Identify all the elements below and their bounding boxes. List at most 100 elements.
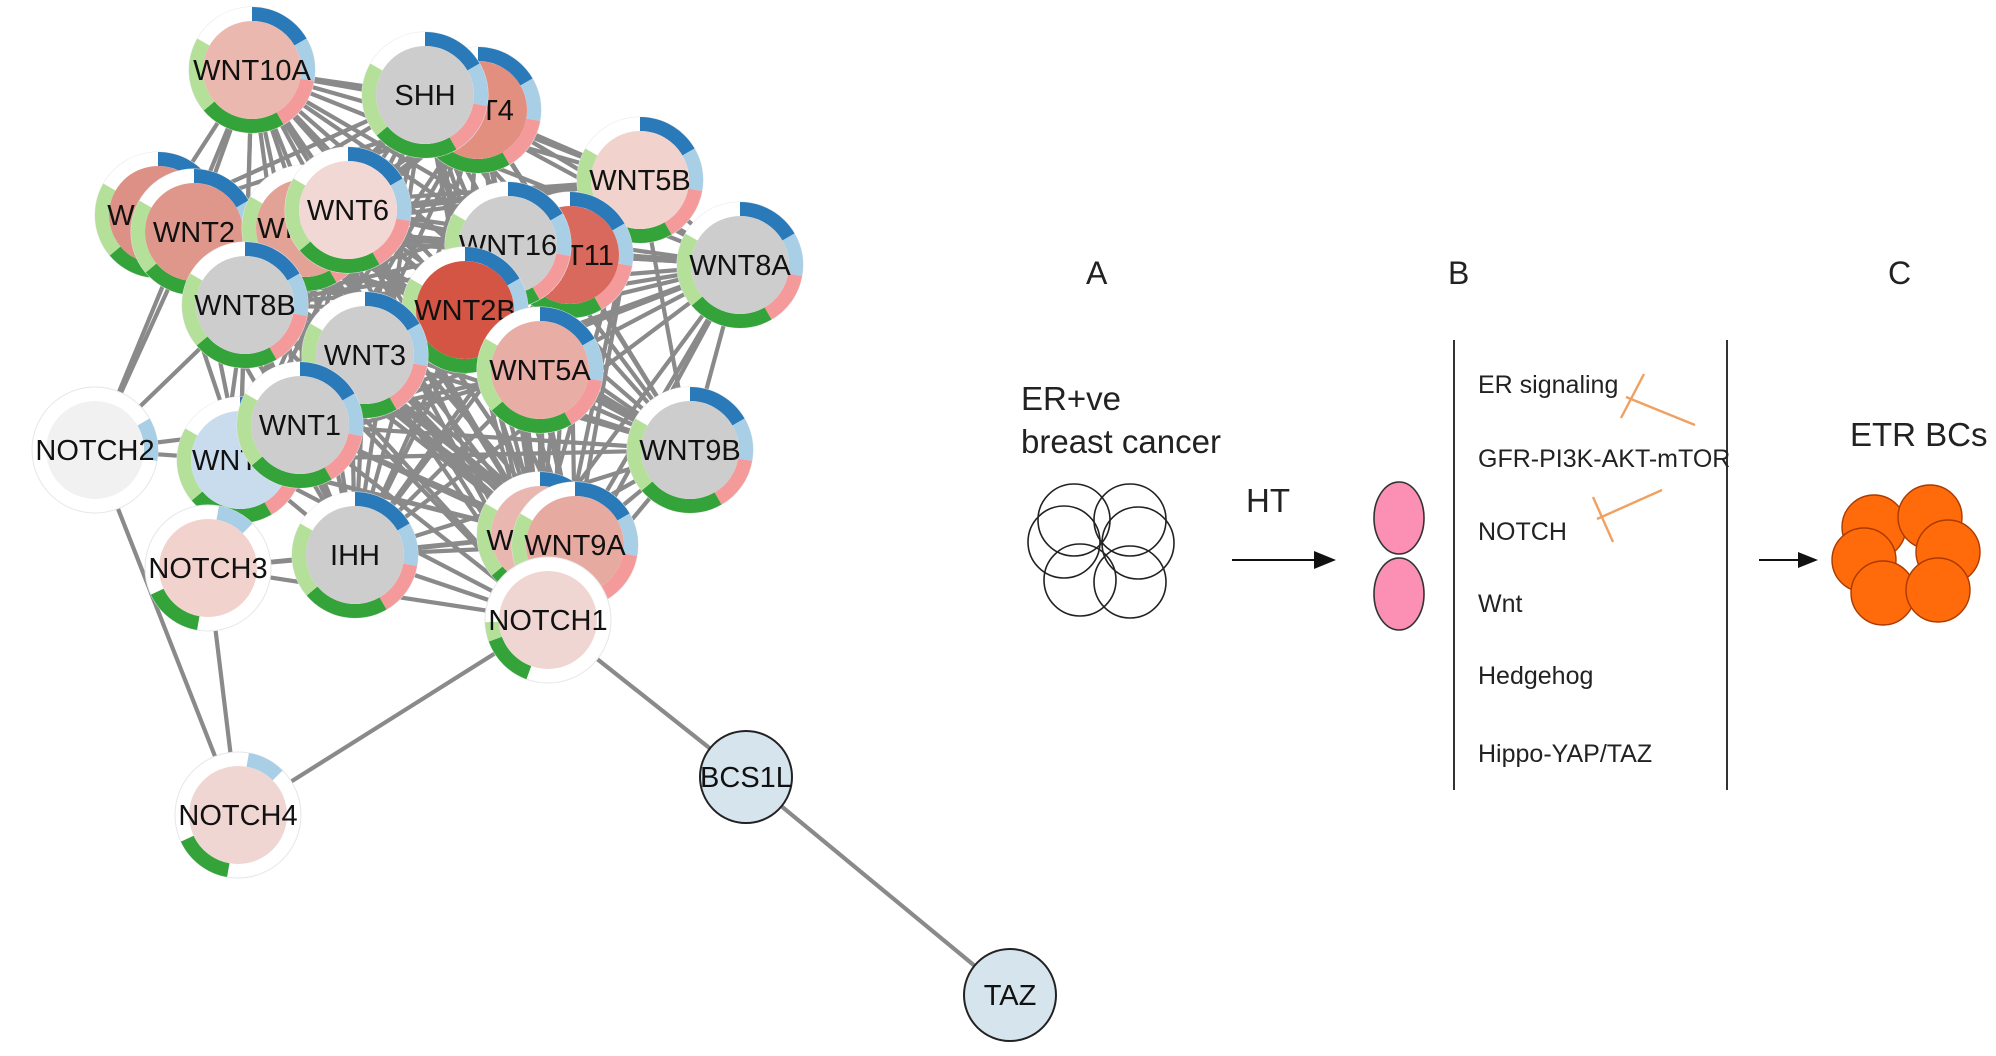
inhibition-line (1619, 373, 1646, 419)
ht-cell (1373, 557, 1425, 631)
node-ring-segment (389, 363, 428, 410)
node-ring-segment (664, 188, 703, 235)
node-ring-segment (196, 336, 277, 369)
node-ring-segment (236, 393, 263, 466)
node-ring-segment (180, 835, 230, 878)
panel-b-letter: B (1448, 255, 1469, 291)
inhibition-line (1625, 395, 1696, 427)
pathway-item: NOTCH (1478, 518, 1567, 546)
node-core (499, 571, 597, 669)
node-label: T11 (566, 240, 614, 272)
node-ring-segment (197, 7, 252, 46)
node-label: WNT1 (259, 410, 341, 442)
node-ring-segment (246, 752, 283, 781)
node-ring-segment (732, 418, 754, 461)
node-ring-segment (429, 141, 510, 173)
node-core (963, 948, 1057, 1042)
node-core (491, 321, 589, 419)
tumor-cell-cluster (1027, 483, 1175, 619)
node-ring-segment (453, 182, 508, 221)
node-ring-segment (285, 178, 311, 251)
gene-node-wnt9b[interactable]: WNT9B (626, 386, 754, 514)
gene-node-shh[interactable]: SHH (361, 31, 489, 159)
node-ring-segment (477, 503, 503, 576)
node-ring-segment (185, 397, 240, 436)
node-label: NOTCH2 (35, 435, 154, 467)
gene-node-notch2[interactable]: NOTCH2 (31, 386, 159, 514)
node-label: SHH (394, 80, 455, 112)
node-ring-segment (306, 586, 387, 619)
node-ring-segment (617, 513, 639, 556)
node-core (159, 519, 257, 617)
node-ring-segment (488, 636, 532, 680)
gene-node-wnt8b[interactable]: WNT8B (181, 241, 309, 369)
node-ring-segment (612, 223, 633, 266)
node-ring-segment (550, 213, 571, 256)
node-ring-segment (372, 218, 411, 265)
node-ring-segment (416, 341, 497, 373)
node-ring-segment (390, 178, 411, 221)
node-ring-segment (189, 38, 215, 111)
network-edge (743, 774, 1013, 998)
node-label: NOTCH3 (148, 553, 267, 585)
gene-node-taz[interactable]: TAZ (963, 948, 1057, 1042)
gene-node-notch4[interactable]: NOTCH4 (174, 751, 302, 879)
node-label: WNT3 (324, 340, 406, 372)
gene-node-wnt8a[interactable]: WNT8A (676, 201, 804, 329)
etr-cell-cluster (1831, 484, 1981, 626)
node-ring-segment (641, 481, 722, 513)
node-ring-segment (379, 563, 418, 610)
node-ring-segment (245, 362, 300, 401)
node-ring-segment (485, 621, 502, 642)
gene-node-notch3[interactable]: NOTCH3 (144, 504, 272, 632)
node-ring-segment (216, 505, 253, 534)
node-ring-segment (95, 183, 121, 256)
gene-node-bcs1l[interactable]: BCS1L (699, 730, 793, 824)
node-ring-segment (640, 117, 695, 156)
node-core (251, 376, 349, 474)
gene-node-wnt5a[interactable]: WNT5A (476, 306, 604, 434)
node-ring-segment (370, 32, 425, 71)
node-ring-segment (677, 233, 703, 306)
node-ring-segment (348, 147, 403, 186)
node-core (699, 730, 793, 824)
gene-node-notch1[interactable]: NOTCH1 (484, 556, 612, 684)
gene-node-wnt1[interactable]: WNT1 (236, 361, 364, 489)
node-ring-segment (362, 63, 388, 136)
node-ring-segment (425, 32, 480, 71)
inhibition-line (1591, 496, 1615, 543)
node-ring-segment (540, 307, 595, 346)
node-ring-segment (182, 273, 208, 346)
node-ring-segment (570, 192, 625, 231)
node-core (203, 21, 301, 119)
node-ring-segment (342, 393, 363, 436)
node-ring-segment (690, 387, 745, 426)
node-ring-segment (276, 78, 315, 125)
node-ring-segment (137, 418, 159, 461)
node-ring-segment (407, 323, 428, 366)
node-ring-segment (150, 588, 200, 631)
node-label: WNT5A (489, 355, 591, 387)
gene-node-ihh[interactable]: IHH (291, 491, 419, 619)
node-ring-segment (585, 117, 640, 156)
node-core (299, 161, 397, 259)
node-ring-segment (682, 148, 704, 191)
node-core (641, 401, 739, 499)
node-ring-segment (599, 553, 638, 600)
node-ring-segment (410, 247, 465, 286)
node-ring-segment (139, 169, 194, 208)
node-core (591, 131, 689, 229)
node-ring-segment (293, 147, 348, 186)
gene-node-wnt10a[interactable]: WNT10A (188, 6, 316, 134)
ht-cell (1373, 481, 1425, 555)
node-ring-segment (203, 101, 284, 134)
node-ring-segment (782, 233, 804, 276)
node-core (196, 256, 294, 354)
node-label: WNT9B (639, 435, 741, 467)
pathway-item: Hedgehog (1478, 662, 1593, 690)
gene-node-wnt6[interactable]: WNT6 (284, 146, 412, 274)
node-label: WNT8B (194, 290, 296, 322)
node-label: WNT10A (193, 55, 311, 87)
